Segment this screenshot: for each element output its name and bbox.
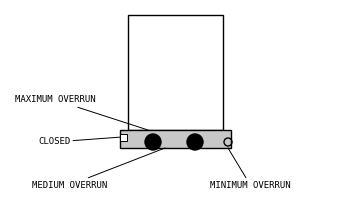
Bar [128, 15, 223, 130]
Circle shape [187, 134, 203, 150]
Text: MAXIMUM OVERRUN: MAXIMUM OVERRUN [15, 96, 148, 130]
Bar [120, 134, 127, 141]
Text: CLOSED: CLOSED [38, 137, 122, 147]
Circle shape [145, 134, 161, 150]
Text: MINIMUM OVERRUN: MINIMUM OVERRUN [210, 148, 291, 189]
Bar [120, 130, 231, 148]
Text: MEDIUM OVERRUN: MEDIUM OVERRUN [32, 148, 165, 189]
